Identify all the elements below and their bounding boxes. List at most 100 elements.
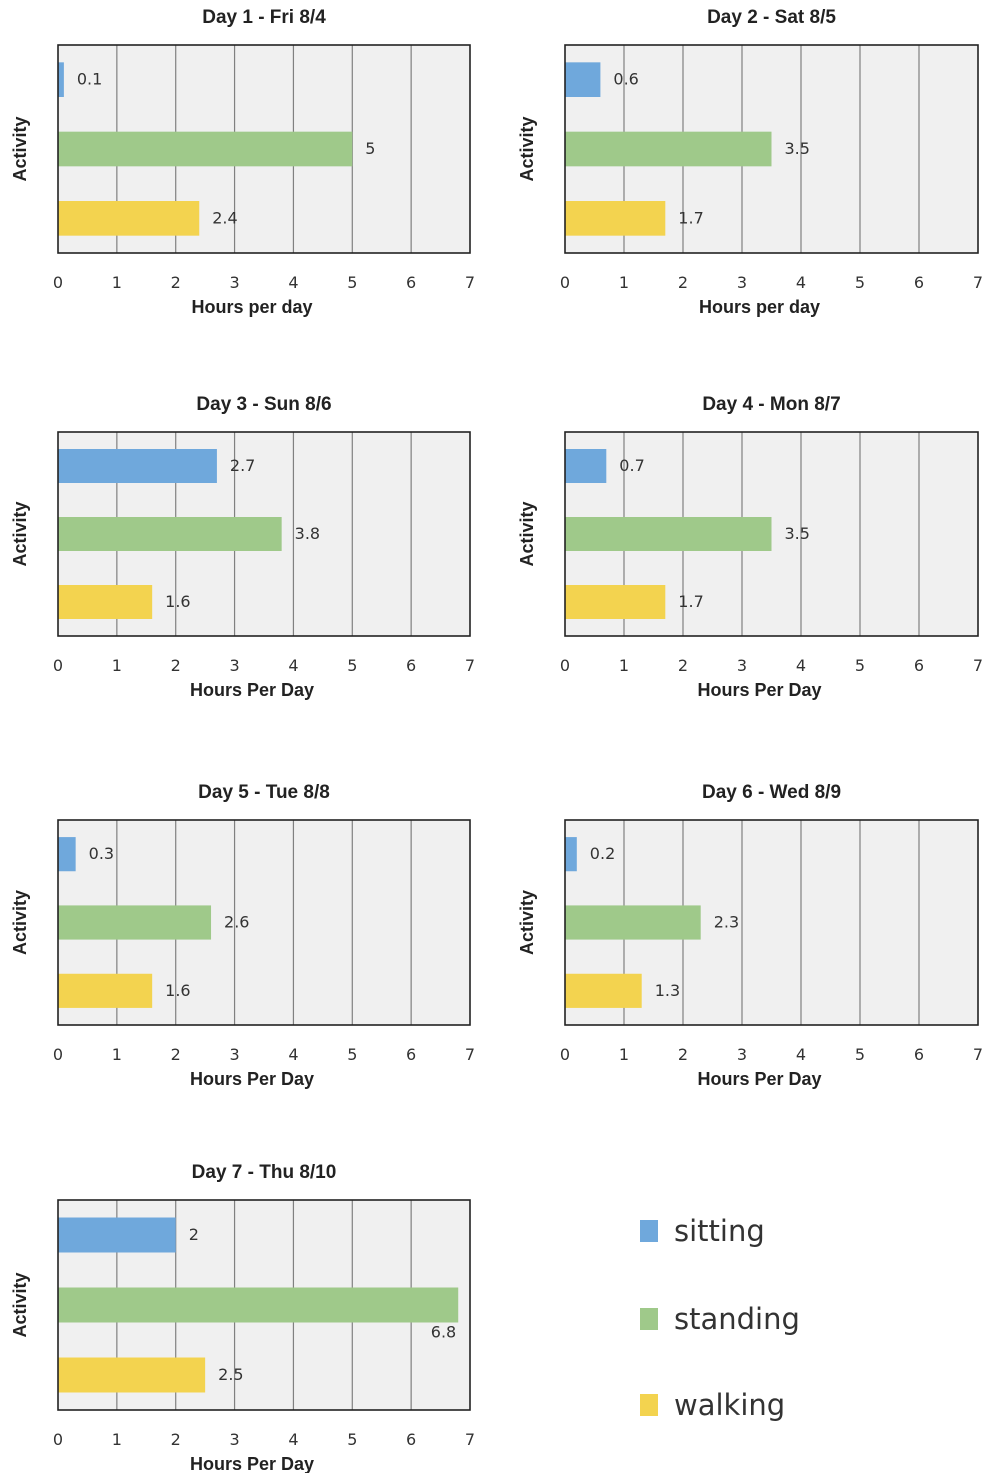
legend-swatch-standing	[640, 1308, 658, 1330]
bar-sitting-day5	[58, 837, 76, 872]
plot-frame-day3	[57, 431, 471, 637]
y-axis-label-day4: Activity	[517, 501, 537, 566]
x-tick-label-day2: 7	[973, 273, 983, 292]
y-axis-label-day7: Activity	[10, 1272, 30, 1337]
x-tick-label-day4: 5	[855, 656, 865, 675]
bar-standing-day7	[58, 1287, 459, 1323]
value-label-sitting-day2: 0.6	[613, 70, 638, 89]
legend-item-sitting: sitting	[640, 1214, 765, 1248]
bar-sitting-day1	[58, 62, 64, 97]
legend-label-standing: standing	[674, 1302, 800, 1336]
value-label-walking-day2: 1.7	[678, 208, 703, 227]
legend-swatch-walking	[640, 1394, 658, 1416]
bar-standing-day5	[58, 905, 212, 940]
value-label-standing-day1: 5	[365, 139, 375, 158]
x-tick-label-day1: 2	[171, 273, 181, 292]
value-label-standing-day6: 2.3	[714, 913, 739, 932]
chart-title-day2: Day 2 - Sat 8/5	[707, 7, 836, 28]
legend-label-sitting: sitting	[674, 1214, 765, 1248]
x-tick-label-day1: 6	[406, 273, 416, 292]
value-label-standing-day4: 3.5	[785, 524, 810, 543]
value-label-walking-day7: 2.5	[218, 1365, 243, 1384]
bar-walking-day5	[58, 973, 153, 1008]
bar-sitting-day2	[565, 62, 601, 97]
x-tick-label-day2: 0	[560, 273, 570, 292]
value-label-walking-day5: 1.6	[165, 981, 190, 1000]
x-axis-label-day7: Hours Per Day	[190, 1454, 314, 1473]
x-tick-label-day3: 2	[171, 656, 181, 675]
bar-standing-day6	[565, 905, 701, 940]
legend-swatch-sitting	[640, 1220, 658, 1242]
x-tick-label-day5: 6	[406, 1045, 416, 1064]
x-tick-label-day2: 2	[678, 273, 688, 292]
plot-frame-day6	[564, 819, 979, 1026]
plot-frame-day4	[564, 431, 979, 637]
value-label-sitting-day7: 2	[189, 1225, 199, 1244]
plot-frame-day7	[57, 1199, 471, 1411]
x-tick-label-day3: 6	[406, 656, 416, 675]
x-tick-label-day6: 5	[855, 1045, 865, 1064]
x-tick-label-day7: 6	[406, 1430, 416, 1449]
x-tick-label-day5: 1	[112, 1045, 122, 1064]
x-tick-label-day3: 0	[53, 656, 63, 675]
value-label-sitting-day1: 0.1	[77, 70, 102, 89]
x-axis-label-day4: Hours Per Day	[697, 680, 821, 700]
x-tick-label-day6: 7	[973, 1045, 983, 1064]
bar-walking-day6	[565, 973, 642, 1008]
plot-frame-day2	[564, 44, 979, 254]
value-label-sitting-day4: 0.7	[619, 456, 644, 475]
x-tick-label-day5: 7	[465, 1045, 475, 1064]
legend-label-walking: walking	[674, 1388, 786, 1422]
x-tick-label-day2: 1	[619, 273, 629, 292]
x-tick-label-day7: 1	[112, 1430, 122, 1449]
bar-walking-day2	[565, 201, 666, 236]
x-tick-label-day3: 5	[347, 656, 357, 675]
x-tick-label-day2: 5	[855, 273, 865, 292]
x-tick-label-day6: 0	[560, 1045, 570, 1064]
x-tick-label-day5: 5	[347, 1045, 357, 1064]
x-tick-label-day1: 1	[112, 273, 122, 292]
x-tick-label-day4: 1	[619, 656, 629, 675]
x-tick-label-day5: 3	[229, 1045, 239, 1064]
legend-item-walking: walking	[640, 1388, 785, 1422]
x-tick-label-day2: 4	[796, 273, 806, 292]
x-tick-label-day4: 3	[737, 656, 747, 675]
x-tick-label-day5: 4	[288, 1045, 298, 1064]
x-axis-label-day6: Hours Per Day	[697, 1069, 821, 1089]
x-tick-label-day3: 4	[288, 656, 298, 675]
bar-sitting-day7	[58, 1217, 176, 1253]
x-tick-label-day7: 7	[465, 1430, 475, 1449]
x-axis-label-day1: Hours per day	[191, 297, 312, 317]
x-axis-label-day3: Hours Per Day	[190, 680, 314, 700]
bar-standing-day3	[58, 517, 282, 551]
x-tick-label-day7: 5	[347, 1430, 357, 1449]
chart-title-day7: Day 7 - Thu 8/10	[192, 1162, 337, 1183]
value-label-standing-day5: 2.6	[224, 913, 249, 932]
bar-sitting-day3	[58, 449, 217, 483]
x-tick-label-day2: 6	[914, 273, 924, 292]
x-tick-label-day4: 2	[678, 656, 688, 675]
y-axis-label-day6: Activity	[517, 890, 537, 955]
value-label-walking-day4: 1.7	[678, 592, 703, 611]
chart-title-day4: Day 4 - Mon 8/7	[702, 394, 840, 415]
x-tick-label-day6: 6	[914, 1045, 924, 1064]
x-tick-label-day3: 3	[229, 656, 239, 675]
x-tick-label-day4: 4	[796, 656, 806, 675]
bar-sitting-day4	[565, 449, 607, 483]
value-label-walking-day3: 1.6	[165, 592, 190, 611]
value-label-sitting-day3: 2.7	[230, 456, 255, 475]
y-axis-label-day1: Activity	[10, 116, 30, 181]
chart-title-day3: Day 3 - Sun 8/6	[196, 394, 331, 415]
x-tick-label-day4: 7	[973, 656, 983, 675]
value-label-standing-day2: 3.5	[785, 139, 810, 158]
x-tick-label-day6: 4	[796, 1045, 806, 1064]
legend-item-standing: standing	[640, 1302, 800, 1336]
x-tick-label-day6: 2	[678, 1045, 688, 1064]
x-tick-label-day3: 1	[112, 656, 122, 675]
y-axis-label-day3: Activity	[10, 501, 30, 566]
x-axis-label-day2: Hours per day	[699, 297, 820, 317]
x-tick-label-day5: 2	[171, 1045, 181, 1064]
x-tick-label-day3: 7	[465, 656, 475, 675]
legend: sitting standing walking	[640, 1200, 940, 1440]
